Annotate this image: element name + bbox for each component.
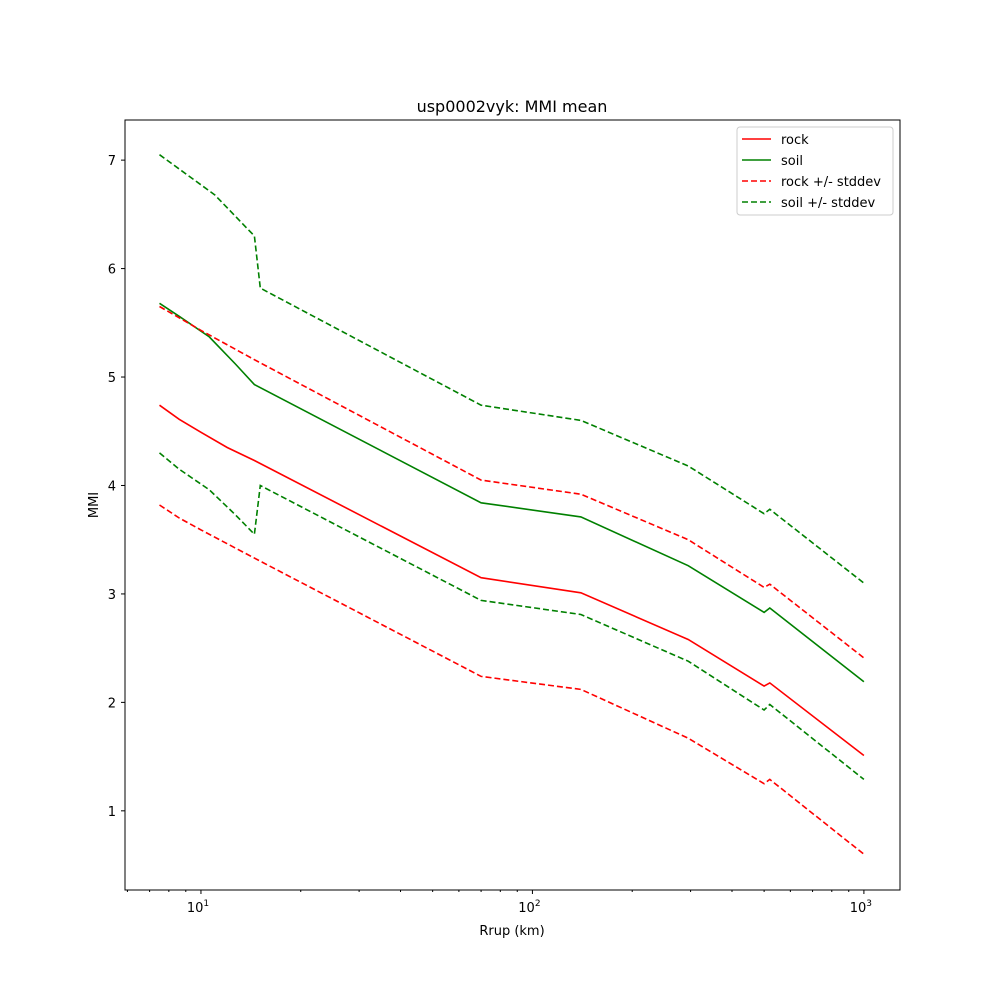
x-tick-exponent: 3 xyxy=(866,899,872,909)
y-tick-label: 7 xyxy=(108,154,116,169)
y-axis-label: MMI xyxy=(87,492,102,518)
series-line-rock-stddev xyxy=(159,305,865,659)
x-tick-exponent: 2 xyxy=(535,899,541,909)
series-line-rock xyxy=(159,404,865,757)
y-tick-label: 2 xyxy=(108,696,116,711)
x-tick-label: 102 xyxy=(518,899,540,916)
y-tick-label: 1 xyxy=(108,805,116,820)
legend-box xyxy=(736,126,894,216)
y-tick-label: 3 xyxy=(108,588,116,603)
y-tick-label: 4 xyxy=(108,479,116,494)
x-tick-base: 10 xyxy=(518,901,535,916)
legend-label: rock xyxy=(781,133,809,148)
legend-label: soil xyxy=(781,154,803,169)
series-line-soil-stddev xyxy=(159,154,865,584)
series-line-soil xyxy=(159,302,865,683)
chart-title: usp0002vyk: MMI mean xyxy=(417,97,608,116)
series-line-rock-stddev xyxy=(159,504,865,855)
x-tick-exponent: 1 xyxy=(203,899,209,909)
legend-label: rock +/- stddev xyxy=(781,175,881,190)
x-tick-base: 10 xyxy=(850,901,867,916)
legend-label: soil +/- stddev xyxy=(781,196,876,211)
x-tick-base: 10 xyxy=(187,901,204,916)
x-tick-label: 103 xyxy=(850,899,872,916)
y-tick-label: 5 xyxy=(108,371,116,386)
legend: rock soil rock +/- stddev soil +/- stddev xyxy=(736,126,894,216)
series-line-soil-stddev xyxy=(158,452,865,781)
y-tick-label: 6 xyxy=(108,263,116,278)
x-axis-label: Rrup (km) xyxy=(479,924,544,939)
x-tick-label: 101 xyxy=(187,899,209,916)
plot-frame xyxy=(124,119,901,891)
